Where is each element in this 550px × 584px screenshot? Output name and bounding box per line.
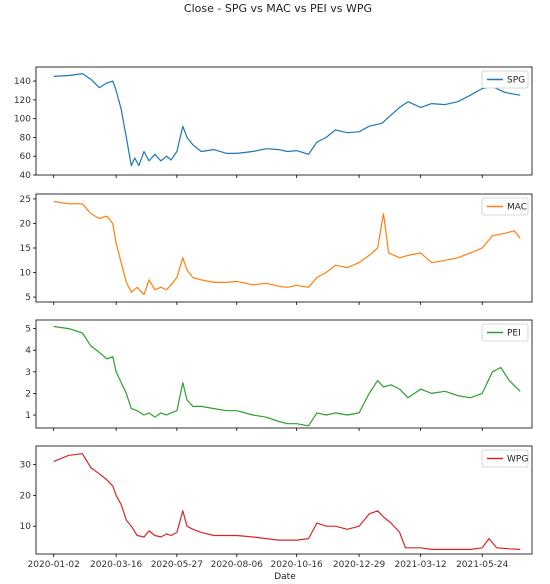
series-line-mac (53, 200, 521, 296)
y-tick-label: 3 (25, 368, 31, 378)
legend-box (481, 323, 529, 342)
panel-pei: 1 2 3 4 5 PEI (25, 319, 533, 431)
y-tick-label: 10 (20, 522, 32, 532)
y-tick-label: 100 (14, 115, 31, 125)
series-line-pei (53, 325, 521, 427)
series-line-spg (53, 72, 521, 167)
legend-label: SPG (507, 76, 525, 86)
legend-box (481, 197, 529, 216)
axes-frame (35, 193, 533, 303)
legend-label: MAC (507, 203, 527, 213)
axes-frame (35, 445, 533, 555)
y-tick-label: 1 (25, 411, 31, 421)
series-line-wpg (53, 453, 521, 551)
panel-wpg: 10 20 30 2020-01-02 2020-03-16 2020-05-27 2020… (20, 445, 533, 570)
x-tick-label: 2020-01-02 (28, 560, 80, 570)
y-tick-label: 25 (20, 195, 31, 205)
panel-spg: 40 60 80 100 120 140 SPG (14, 66, 533, 181)
y-tick-label: 30 (20, 461, 32, 471)
panels-group: 40 60 80 100 120 140 SPG 5 10 15 20 25 MAC 1 2 3 4 5 PEI 10… (14, 66, 533, 570)
y-tick-label: 120 (14, 96, 31, 106)
x-tick-label: 2020-03-16 (90, 560, 143, 570)
axes-frame (35, 66, 533, 176)
y-tick-label: 15 (20, 244, 31, 254)
x-tick-label: 2020-08-06 (211, 560, 264, 570)
y-tick-label: 5 (25, 325, 31, 335)
y-tick-label: 2 (25, 389, 31, 399)
y-tick-label: 10 (20, 269, 32, 279)
y-tick-label: 140 (14, 77, 31, 87)
legend-label: WPG (507, 455, 528, 465)
chart-title: Close - SPG vs MAC vs PEI vs WPG (184, 2, 372, 15)
y-tick-label: 20 (20, 491, 32, 501)
y-tick-label: 20 (20, 219, 32, 229)
x-tick-label: 2020-10-16 (270, 560, 323, 570)
y-tick-label: 4 (25, 346, 31, 356)
y-tick-label: 5 (25, 293, 31, 303)
panel-mac: 5 10 15 20 25 MAC (20, 193, 533, 305)
legend-box (481, 449, 529, 468)
y-tick-label: 60 (20, 152, 32, 162)
x-tick-label: 2021-03-12 (394, 560, 446, 570)
y-tick-label: 80 (20, 133, 32, 143)
axes-frame (35, 319, 533, 429)
x-tick-label: 2020-05-27 (151, 560, 203, 570)
x-tick-label: 2020-12-29 (333, 560, 386, 570)
legend-box (481, 70, 529, 89)
x-axis-label: Date (274, 572, 296, 582)
y-tick-label: 40 (20, 171, 32, 181)
x-tick-label: 2021-05-24 (456, 560, 509, 570)
legend-label: PEI (507, 329, 521, 339)
